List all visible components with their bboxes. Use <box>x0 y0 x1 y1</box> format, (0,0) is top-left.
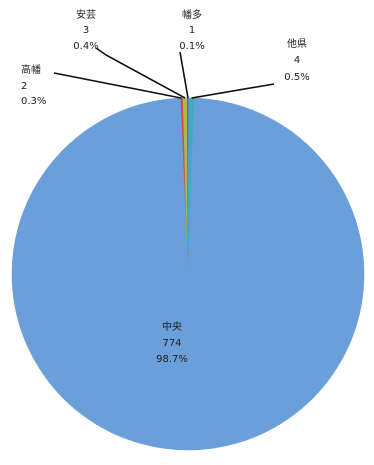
leader-line-hata <box>179 51 189 99</box>
leader-lines <box>53 47 275 99</box>
slice-name-other-prefecture: 他県 <box>287 37 307 50</box>
slice-name-chuo: 中央 <box>162 320 182 333</box>
slice-count-takahata: 2 <box>21 81 27 92</box>
leader-line-takahata <box>53 72 182 99</box>
slice-percent-other-prefecture: 0.5% <box>284 72 309 83</box>
slice-label-chuo: 中央 774 98.7% <box>156 320 188 365</box>
slice-percent-aki: 0.4% <box>73 41 98 52</box>
slice-count-aki: 3 <box>83 25 89 36</box>
pie-slice-chuo <box>11 97 365 451</box>
slice-label-hata: 幡多 1 0.1% <box>179 8 204 52</box>
slice-name-hata: 幡多 <box>182 8 202 21</box>
slice-percent-hata: 0.1% <box>179 41 204 52</box>
slice-count-other-prefecture: 4 <box>294 55 300 66</box>
slice-name-takahata: 高幡 <box>21 63 41 76</box>
slice-percent-takahata: 0.3% <box>21 96 46 107</box>
pie-slices <box>11 97 365 451</box>
leader-line-aki <box>95 47 186 99</box>
slice-percent-chuo: 98.7% <box>156 354 188 365</box>
slice-name-aki: 安芸 <box>76 8 96 21</box>
slice-count-chuo: 774 <box>162 338 181 349</box>
slice-count-hata: 1 <box>189 25 195 36</box>
leader-line-other-prefecture <box>191 83 275 99</box>
slice-label-other-prefecture: 他県 4 0.5% <box>284 37 309 83</box>
slice-label-takahata: 高幡 2 0.3% <box>21 63 46 107</box>
slice-label-aki: 安芸 3 0.4% <box>73 8 98 52</box>
